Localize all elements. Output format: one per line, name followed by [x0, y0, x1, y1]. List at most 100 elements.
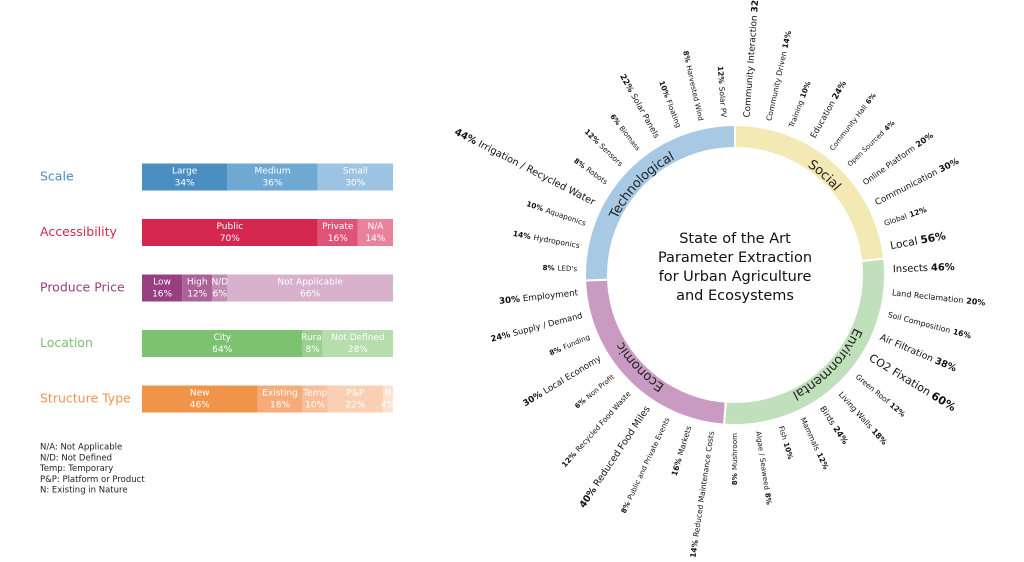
segment-label: Low: [153, 278, 171, 288]
segment-value: 8%: [306, 345, 321, 355]
bar-segment: [317, 163, 393, 191]
bar-segment: [142, 163, 228, 191]
item-label: 12%Recycled Food Waste: [560, 389, 633, 469]
note: N: Existing in Nature: [40, 486, 128, 496]
item-value: 38%: [933, 355, 958, 374]
item-name: Biomass: [617, 124, 641, 152]
item-label: 44%Irrigation / Recycled Water: [453, 127, 598, 209]
segment-value: 28%: [348, 345, 368, 355]
item-name: Community Driven: [764, 50, 788, 121]
item-name: Mammals: [798, 416, 821, 452]
item-name: Local: [889, 234, 919, 252]
item-label: Community Interaction 32%: [742, 0, 761, 118]
item-name: Living Walls: [837, 390, 875, 431]
item-value: 20%: [914, 130, 935, 148]
segment-label: New: [190, 389, 210, 399]
item-name: Land Reclamation: [892, 288, 964, 305]
item-name: Funding: [562, 332, 591, 351]
item-value: 20%: [966, 296, 986, 307]
item-label: 24%Supply / Demand: [489, 310, 583, 344]
segment-label: P&P: [346, 389, 364, 399]
item-value: 60%: [929, 389, 958, 414]
segment-label: Public: [217, 222, 244, 232]
item-value: 24%: [829, 78, 848, 101]
item-value: 8%: [619, 500, 632, 515]
row-label: Location: [40, 335, 93, 350]
item-label: Insects 46%: [893, 262, 955, 275]
item-value: 8%: [548, 344, 563, 357]
bar-segment: [227, 163, 318, 191]
note: Temp: Temporary: [39, 464, 113, 474]
bar-segment: [142, 274, 183, 302]
segment-value: 14%: [365, 234, 385, 244]
segment-value: 6%: [213, 290, 228, 300]
item-name: Open Sourced: [846, 129, 886, 168]
item-value: 4%: [883, 119, 897, 133]
item-label: Local56%: [889, 229, 947, 252]
item-value: 6%: [864, 92, 878, 106]
item-label: 12%Solar PV: [716, 66, 729, 118]
item-label: 6%Non Profit: [573, 373, 616, 411]
note: N/D: Not Defined: [40, 453, 112, 463]
item-value: 44%: [453, 127, 479, 148]
item-name: Supply / Demand: [512, 310, 584, 338]
item-label: Community Driven14%: [764, 29, 793, 121]
row-label: Structure Type: [40, 391, 131, 406]
segment-label: Private: [322, 222, 354, 232]
segment-value: 70%: [220, 234, 240, 244]
item-label: 30%Local Economy: [521, 353, 603, 408]
bar-segment: [257, 385, 303, 413]
item-value: 16%: [670, 457, 684, 477]
item-label: 40%Reduced Food Miles: [577, 404, 652, 510]
item-value: 32%: [750, 0, 762, 13]
item-label: 8%Harvested Wind: [681, 50, 705, 122]
item-value: 16%: [952, 327, 972, 340]
item-value: 8%: [730, 473, 739, 485]
segment-label: Medium: [255, 167, 291, 177]
ring-segment: [584, 123, 736, 282]
item-name: LED's: [557, 264, 577, 274]
item-value: 24%: [489, 328, 511, 343]
item-label: Algae / Seaweed8%: [754, 431, 774, 506]
item-name: Markets: [676, 425, 693, 457]
item-value: 12%: [560, 449, 579, 469]
item-name: Aquaponics: [545, 206, 588, 228]
item-name: Mushroom: [730, 433, 739, 470]
item-label: Mammals12%: [798, 416, 830, 471]
note: N/A: Not Applicable: [40, 443, 122, 453]
segment-label: Small: [343, 167, 368, 177]
item-value: 12%: [908, 205, 928, 219]
item-name: Hydroponics: [533, 233, 581, 250]
item-label: Fish10%: [777, 425, 796, 461]
item-label: 8% Mushroom: [730, 433, 739, 485]
bar-segment: [182, 274, 213, 302]
item-label: Birds24%: [818, 404, 851, 447]
row-label: Produce Price: [40, 280, 125, 295]
segment-label: Large: [172, 167, 198, 177]
item-name: Solar Panels: [630, 91, 663, 139]
item-value: 12%: [888, 400, 908, 419]
row-label: Accessibility: [40, 224, 118, 239]
item-name: Employment: [522, 288, 579, 304]
item-value: 10%: [657, 79, 672, 99]
item-name: Robots: [584, 165, 609, 187]
item-label: 16%Markets: [670, 425, 694, 477]
bar-segment: [142, 330, 303, 357]
item-label: 8%Funding: [548, 332, 591, 357]
item-label: 10%Floating: [657, 79, 683, 128]
segment-value: 16%: [152, 290, 172, 300]
item-label: Soil Composition16%: [887, 310, 972, 340]
item-value: 14%: [512, 229, 532, 241]
item-value: 14%: [688, 539, 700, 559]
segment-value: 22%: [345, 401, 365, 411]
item-value: 14%: [781, 29, 794, 49]
bar-segment: [327, 385, 383, 413]
item-value: 10%: [525, 199, 545, 213]
segment-value: 18%: [270, 401, 290, 411]
item-label: 14%Reduced Maintenance Costs: [688, 431, 716, 559]
item-value: 12%: [583, 127, 602, 146]
bar-segment: [317, 219, 358, 246]
item-value: 24%: [832, 424, 852, 447]
